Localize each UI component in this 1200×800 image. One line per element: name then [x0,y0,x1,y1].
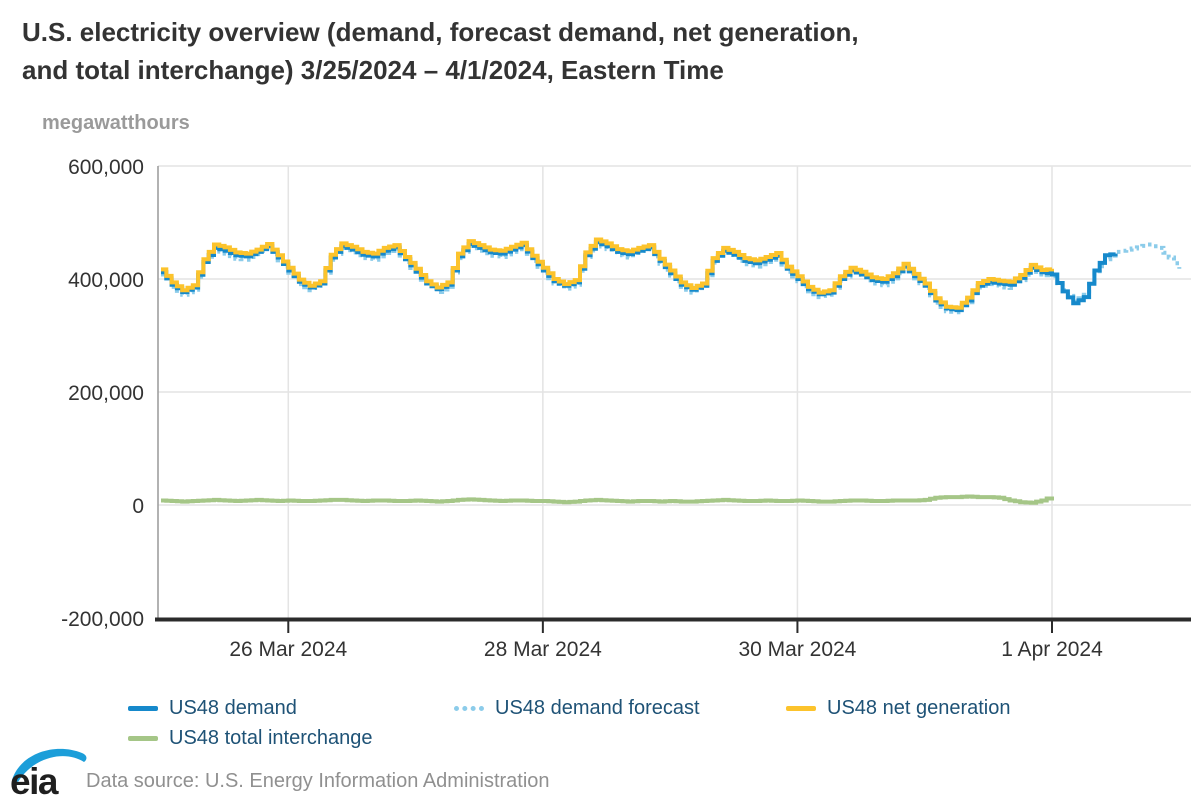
y-tick-label: 400,000 [68,269,144,292]
series-us48-demand [161,240,1118,313]
chart-plot-area: 600,000 400,000 200,000 0 -200,000 26 Mar 202… [61,156,1191,661]
y-axis-unit-label: megawatthours [42,112,190,134]
chart-title-line1: U.S. electricity overview (demand, forec… [22,17,859,47]
series-us48-net-generation [161,237,1054,310]
chart-legend: US48 demand US48 demand forecast US48 ne… [128,697,1010,750]
legend-label-total-interchange: US48 total interchange [169,727,373,749]
eia-logo-swoosh-icon [12,748,87,782]
demand-line-swatch-icon [128,706,158,711]
eia-logo-text: eia [10,761,59,798]
x-tick-label: 30 Mar 2024 [738,638,856,661]
legend-item-total-interchange[interactable]: US48 total interchange [128,727,454,750]
legend-label-demand-forecast: US48 demand forecast [495,697,700,719]
x-tick-label: 28 Mar 2024 [484,638,602,661]
demand-forecast-dotted-swatch-icon [454,706,484,711]
chart-title-line2: and total interchange) 3/25/2024 – 4/1/2… [22,54,724,85]
legend-item-net-generation[interactable]: US48 net generation [786,697,1010,720]
legend-label-demand: US48 demand [169,697,297,719]
y-tick-label: -200,000 [61,608,144,631]
legend-item-demand-forecast[interactable]: US48 demand forecast [454,697,786,720]
eia-logo: eia [10,748,87,798]
y-tick-label: 600,000 [68,156,144,179]
legend-item-demand[interactable]: US48 demand [128,697,454,720]
chart-title: U.S. electricity overview (demand, forec… [22,14,1172,89]
series-us48-demand-forecast [161,242,1182,315]
series-us48-total-interchange [161,494,1054,505]
data-source-text: Data source: U.S. Energy Information Adm… [86,770,550,792]
net-generation-line-swatch-icon [786,706,816,711]
y-tick-label: 200,000 [68,382,144,405]
x-tick-label: 1 Apr 2024 [1001,638,1103,661]
y-tick-label: 0 [132,495,144,518]
x-tick-label: 26 Mar 2024 [229,638,347,661]
legend-label-net-generation: US48 net generation [827,697,1011,719]
total-interchange-line-swatch-icon [128,736,158,741]
